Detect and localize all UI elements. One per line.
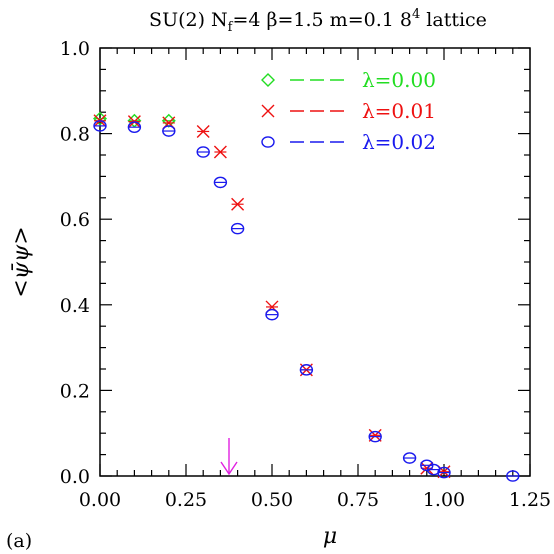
- data-point: [299, 364, 314, 376]
- legend-marker: [261, 104, 275, 118]
- x-tick-label: 1.25: [509, 489, 551, 511]
- panel-label: (a): [6, 530, 32, 552]
- chart-title: SU(2) Nf=4 β=1.5 m=0.1 84 lattice: [149, 7, 487, 35]
- data-point: [420, 461, 434, 475]
- legend-label: λ=0.02: [362, 130, 436, 154]
- data-point: [127, 121, 142, 133]
- y-tick-label: 0.6: [60, 209, 90, 231]
- data-point: [213, 176, 228, 189]
- plot-frame: [99, 47, 531, 477]
- data-point: [368, 430, 382, 443]
- x-tick-label: 0.75: [337, 489, 379, 511]
- x-tick-label: 0.25: [165, 489, 207, 511]
- x-tick-label: 0.00: [79, 489, 121, 511]
- data-point: [162, 125, 176, 137]
- legend-marker: [261, 136, 275, 148]
- y-tick-label: 0.2: [60, 380, 90, 402]
- x-tick-label: 0.50: [251, 489, 293, 511]
- data-point: [437, 466, 451, 479]
- data-point: [196, 146, 210, 158]
- data-point: [265, 308, 279, 321]
- y-tick-label: 0.4: [60, 295, 90, 317]
- y-tick-label: 0.8: [60, 124, 90, 146]
- x-tick-label: 1.00: [423, 489, 465, 511]
- data-point: [230, 222, 245, 235]
- data-point: [231, 197, 245, 211]
- data-point: [420, 459, 434, 472]
- x-axis-label: μ: [323, 524, 337, 549]
- legend-label: λ=0.00: [362, 68, 436, 92]
- data-point: [368, 428, 382, 442]
- data-point: [506, 470, 520, 482]
- y-tick-label: 0.0: [60, 466, 90, 488]
- legend-label: λ=0.01: [362, 99, 436, 123]
- y-tick-label: 1.0: [60, 38, 90, 60]
- arrow-head: [220, 461, 238, 476]
- data-point: [93, 120, 107, 132]
- legend: λ=0.00 λ=0.01 λ=0.02: [261, 68, 436, 154]
- legend-marker: [261, 73, 275, 87]
- data-point: [402, 452, 417, 464]
- data-point: [196, 124, 210, 138]
- data-point: [213, 145, 227, 159]
- y-axis-label: <ψ̄ψ>: [9, 226, 34, 297]
